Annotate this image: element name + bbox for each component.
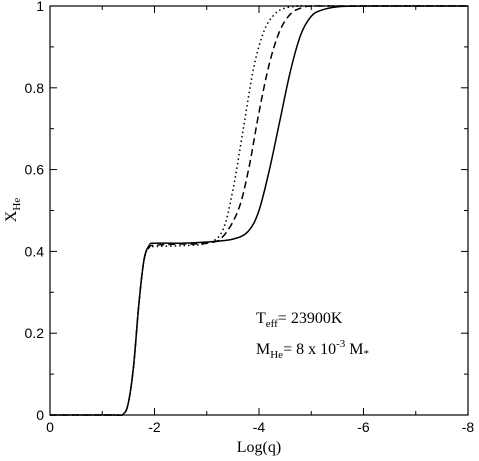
- annotation-teff: Teff= 23900K: [256, 310, 343, 330]
- annotation-teff-main: T: [256, 310, 266, 327]
- annotation-teff-value: = 23900K: [278, 310, 343, 327]
- y-axis-label: XHe: [3, 198, 23, 223]
- series-line-dashed: [49, 5, 468, 417]
- annotation-mhe-sup: -3: [336, 338, 346, 350]
- y-tick-label: 0.6: [25, 162, 45, 178]
- annotation-mhe: MHe= 8 x 10-3 M*: [256, 338, 369, 361]
- y-axis-ticks: 0 0.2 0.4 0.6 0.8 1: [25, 0, 468, 423]
- x-tick-label: -2: [148, 419, 161, 435]
- annotation-mhe-tail: M: [345, 341, 363, 358]
- annotation-mhe-main: M: [256, 341, 270, 358]
- annotation-teff-sub: eff: [266, 318, 278, 330]
- x-tick-label: -8: [462, 419, 475, 435]
- y-axis-label-main: X: [3, 210, 20, 222]
- series-line-dotted: [49, 5, 468, 417]
- x-tick-label: -6: [357, 419, 370, 435]
- x-axis-ticks: 0 -2 -4 -6 -8: [46, 6, 474, 435]
- annotation-mhe-value: = 8 x 10: [283, 341, 336, 358]
- series-layer: [49, 5, 469, 417]
- y-tick-label: 0: [36, 407, 44, 423]
- annotation-mhe-sub: He: [270, 349, 283, 361]
- y-axis-label-sub: He: [11, 198, 23, 211]
- y-tick-label: 0.4: [25, 243, 45, 259]
- x-tick-label: 0: [46, 419, 54, 435]
- x-tick-label: -4: [253, 419, 266, 435]
- x-axis-label: Log(q): [237, 439, 281, 456]
- y-tick-label: 0.2: [25, 325, 45, 341]
- y-tick-label: 0.8: [25, 80, 45, 96]
- y-tick-label: 1: [36, 0, 44, 14]
- annotation-mhe-tail-sub: *: [364, 348, 370, 360]
